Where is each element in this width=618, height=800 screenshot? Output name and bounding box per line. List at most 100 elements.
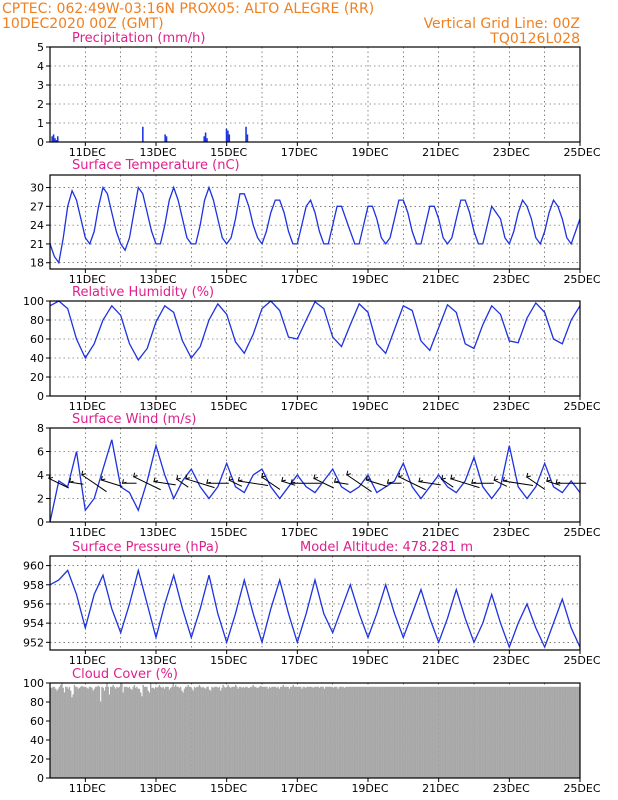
cloud-bar: [507, 686, 509, 778]
x-tick-label: 21DEC: [422, 526, 459, 539]
cloud-bar: [221, 687, 223, 778]
cloud-bar: [446, 686, 448, 778]
wind-arrow-head: [121, 479, 127, 484]
wind-arrow-head: [153, 477, 159, 483]
wind-panel: Surface Wind (m/s) 0 2 4 6 8 11DEC 13DEC 15DEC 17…: [37, 412, 601, 539]
humidity-frame: [49, 300, 581, 397]
cloud-bar: [85, 686, 87, 778]
x-tick-label: 25DEC: [563, 146, 600, 159]
cloud-bar: [510, 686, 512, 778]
precip-bar: [246, 134, 249, 142]
cloud-bar: [488, 686, 491, 778]
cloud-bar: [546, 686, 548, 778]
cloud-bar: [408, 686, 411, 778]
cloud-bar: [232, 686, 234, 778]
cloud-bar: [208, 689, 211, 778]
wind-arrow-head: [493, 476, 499, 481]
x-tick-label: 17DEC: [281, 400, 318, 413]
cloud-bar: [111, 686, 113, 778]
wind-arrow: [281, 480, 296, 486]
cloud-bar: [353, 686, 356, 778]
cloud-bar: [327, 686, 329, 778]
cloud-bar: [145, 686, 147, 778]
cloud-bar: [345, 686, 347, 778]
y-tick-label: 6: [37, 446, 44, 459]
cloud-bar: [490, 686, 492, 778]
cloud-bar: [78, 687, 81, 778]
cloud-bar: [292, 684, 294, 778]
cloud-bar: [316, 686, 318, 778]
cloud-bar: [521, 686, 523, 778]
cloud-bar: [538, 686, 541, 778]
cloud-bar: [373, 686, 376, 778]
wind-arrow-head: [290, 479, 296, 484]
cloud-bar: [350, 686, 352, 778]
cloud-bar: [236, 686, 238, 778]
cloud-bar: [421, 686, 423, 778]
y-tick-label: 0: [37, 772, 44, 785]
cloud-bar: [295, 686, 297, 778]
cloud-bar: [200, 686, 202, 778]
cloud-bar: [152, 687, 154, 778]
cloud-bar: [63, 692, 66, 778]
cloud-bar: [110, 686, 112, 778]
cloud-bar: [458, 686, 461, 778]
cloud-bar: [336, 686, 338, 778]
cloud-bar: [141, 696, 143, 778]
cloud-bar: [207, 686, 209, 778]
x-tick-label: 19DEC: [351, 526, 388, 539]
cloud-bar: [406, 686, 408, 778]
wind-arrow-head: [418, 477, 424, 483]
x-tick-label: 21DEC: [422, 400, 459, 413]
x-tick-label: 21DEC: [422, 146, 459, 159]
cloud-bar: [175, 684, 177, 778]
pressure-title: Surface Pressure (hPa): [72, 540, 219, 555]
cloud-bar: [393, 686, 396, 778]
cloud-bar: [357, 686, 359, 778]
wind-arrow-head: [365, 475, 371, 481]
cloud-bar: [245, 686, 247, 778]
cloud-bar: [512, 686, 514, 778]
cloud-bar: [325, 686, 327, 778]
cloud-bar: [72, 694, 74, 778]
wind-arrow-head: [386, 479, 392, 484]
cloud-bar: [380, 686, 382, 778]
cloud-bar: [290, 686, 292, 778]
cloud-bar: [415, 686, 417, 778]
cloud-bar: [386, 686, 388, 778]
pressure-subtitle: Model Altitude: 478.281 m: [300, 540, 473, 555]
wind-arrow-head: [261, 472, 266, 478]
cloud-bar: [437, 686, 439, 778]
cloud-bar: [531, 686, 533, 778]
cloud-bar: [483, 686, 486, 778]
cloud-bar: [496, 686, 498, 778]
x-tick-label: 13DEC: [139, 273, 176, 286]
cloud-bar: [398, 686, 401, 778]
cloud-bar: [540, 686, 542, 778]
cloud-bar: [197, 686, 199, 778]
wind-arrow: [101, 479, 123, 487]
cloud-bar: [126, 686, 128, 778]
cloud-bar: [100, 702, 102, 778]
cloud-bar: [320, 686, 322, 778]
x-tick-label: 23DEC: [493, 146, 530, 159]
precip-panel: Precipitation (mm/h) 0 1 2 3 4 5 11DEC 13DEC 15DE…: [37, 31, 601, 159]
cloud-bar: [343, 687, 346, 778]
wind-arrow-head: [555, 479, 561, 484]
cloud-bar: [468, 686, 471, 778]
cloud-bar: [136, 686, 138, 778]
y-tick-label: 8: [37, 422, 44, 435]
y-tick-label: 3: [37, 79, 44, 92]
cloud-bar: [470, 686, 472, 778]
cloud-bar: [240, 686, 242, 778]
cloud-bar: [93, 688, 96, 778]
cloud-bar: [523, 686, 526, 778]
cloud-bar: [188, 686, 191, 778]
cloud-bar: [388, 686, 391, 778]
cloud-bar: [553, 686, 556, 778]
cloud-bar: [416, 686, 418, 778]
x-tick-label: 13DEC: [139, 526, 176, 539]
cloud-bar: [500, 686, 502, 778]
x-tick-label: 19DEC: [351, 400, 388, 413]
cloud-bar: [328, 686, 331, 778]
